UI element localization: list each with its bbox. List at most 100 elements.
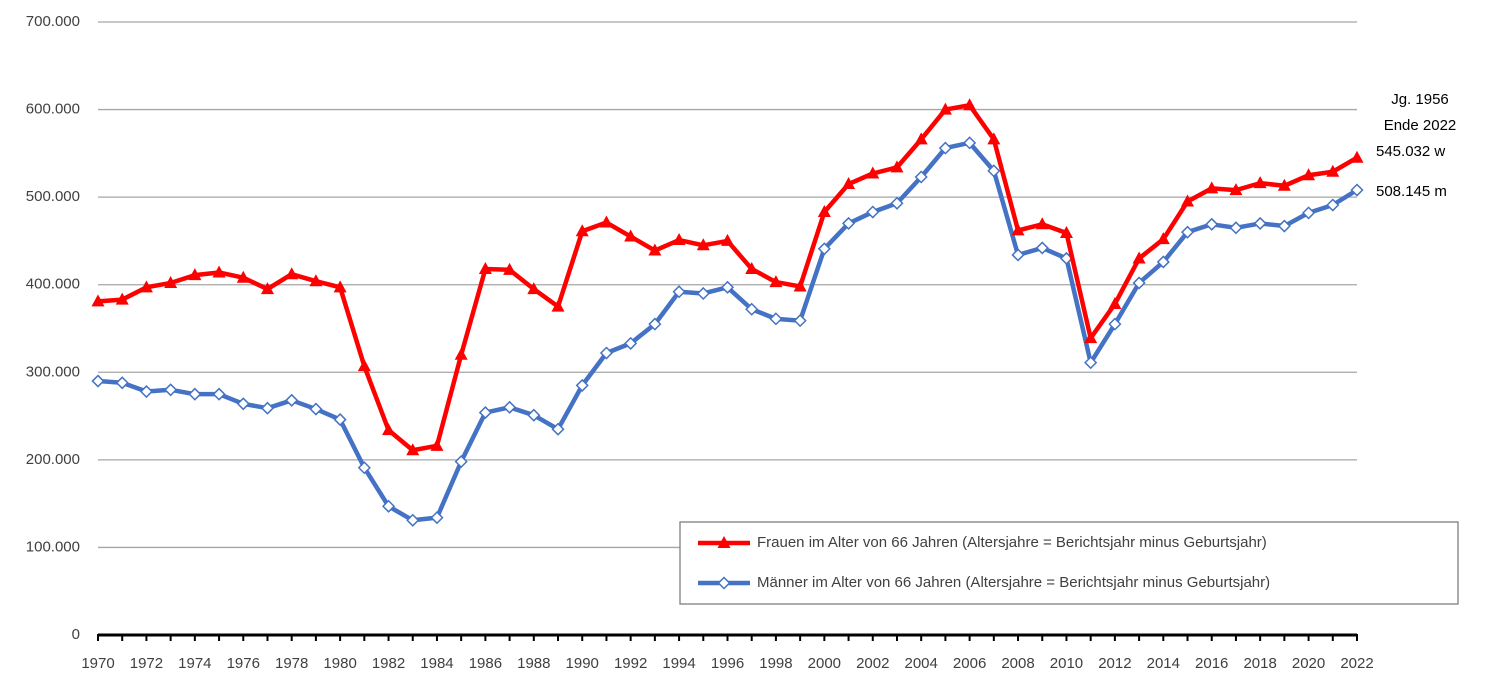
x-tick-label: 2020 bbox=[1292, 655, 1325, 672]
marker bbox=[599, 215, 613, 228]
marker bbox=[599, 346, 614, 360]
marker bbox=[285, 393, 299, 407]
marker bbox=[1253, 176, 1267, 189]
marker bbox=[551, 422, 565, 436]
marker bbox=[769, 275, 783, 288]
marker bbox=[309, 402, 323, 416]
marker bbox=[1277, 178, 1291, 191]
series-line bbox=[97, 140, 1359, 523]
marker bbox=[406, 513, 420, 527]
marker bbox=[1084, 356, 1098, 370]
marker bbox=[866, 166, 880, 179]
marker bbox=[309, 274, 323, 287]
y-tick-label: 500.000 bbox=[26, 188, 80, 205]
marker bbox=[1229, 183, 1243, 196]
x-tick-label: 1988 bbox=[517, 655, 550, 672]
marker bbox=[1326, 164, 1340, 177]
marker bbox=[1156, 255, 1170, 269]
marker bbox=[212, 265, 226, 278]
annotation: Jg. 1956 bbox=[1391, 91, 1449, 108]
marker bbox=[841, 216, 856, 230]
legend-box bbox=[679, 521, 1459, 605]
marker bbox=[890, 196, 904, 210]
marker bbox=[188, 387, 202, 401]
marker bbox=[987, 164, 1001, 178]
marker bbox=[478, 261, 492, 274]
marker bbox=[817, 205, 831, 218]
x-tick-label: 1994 bbox=[662, 655, 695, 672]
marker bbox=[648, 243, 662, 256]
y-tick-label: 300.000 bbox=[26, 363, 80, 380]
marker bbox=[1035, 241, 1049, 255]
marker bbox=[1084, 331, 1098, 344]
marker bbox=[1277, 219, 1291, 233]
legend-label: Männer im Alter von 66 Jahren (Altersjah… bbox=[757, 574, 1270, 591]
marker bbox=[1059, 226, 1073, 239]
marker bbox=[817, 242, 831, 256]
marker bbox=[1035, 217, 1049, 230]
marker bbox=[454, 347, 468, 360]
x-tick-label: 1970 bbox=[81, 655, 114, 672]
marker bbox=[164, 275, 178, 288]
marker bbox=[333, 280, 347, 293]
marker bbox=[527, 408, 541, 422]
marker bbox=[212, 387, 226, 401]
marker bbox=[696, 238, 710, 251]
legend-label: Frauen im Alter von 66 Jahren (Altersjah… bbox=[757, 534, 1267, 551]
x-tick-label: 2012 bbox=[1098, 655, 1131, 672]
marker bbox=[717, 536, 731, 548]
marker bbox=[188, 268, 202, 281]
marker bbox=[260, 282, 274, 295]
marker bbox=[478, 406, 492, 420]
marker bbox=[914, 132, 928, 145]
y-tick-label: 200.000 bbox=[26, 451, 80, 468]
marker bbox=[503, 262, 517, 275]
marker bbox=[1108, 296, 1122, 309]
marker bbox=[672, 285, 686, 299]
marker bbox=[721, 233, 734, 246]
marker bbox=[406, 443, 420, 456]
y-tick-label: 700.000 bbox=[26, 13, 80, 30]
marker bbox=[963, 98, 977, 111]
x-tick-label: 2000 bbox=[808, 655, 841, 672]
x-tick-label: 1984 bbox=[420, 655, 453, 672]
marker bbox=[672, 233, 686, 246]
marker bbox=[430, 511, 444, 525]
marker bbox=[139, 384, 153, 399]
x-tick-label: 2014 bbox=[1147, 655, 1180, 672]
marker bbox=[720, 280, 735, 294]
marker bbox=[842, 177, 856, 190]
marker bbox=[1205, 217, 1219, 231]
marker bbox=[769, 312, 783, 326]
marker bbox=[503, 400, 517, 414]
x-tick-label: 1992 bbox=[614, 655, 647, 672]
marker bbox=[938, 102, 952, 115]
marker bbox=[381, 499, 396, 513]
marker bbox=[1350, 150, 1364, 163]
marker bbox=[1326, 198, 1340, 212]
marker bbox=[745, 261, 759, 274]
marker bbox=[260, 401, 275, 415]
marker bbox=[551, 299, 565, 312]
x-tick-label: 1986 bbox=[469, 655, 502, 672]
x-tick-label: 1996 bbox=[711, 655, 744, 672]
y-tick-label: 0 bbox=[72, 626, 80, 643]
marker bbox=[382, 423, 396, 436]
marker bbox=[430, 438, 444, 451]
marker bbox=[866, 205, 880, 219]
marker bbox=[890, 160, 904, 173]
annotation: 545.032 w bbox=[1376, 143, 1445, 160]
marker bbox=[987, 132, 1001, 145]
marker bbox=[333, 413, 347, 427]
x-tick-label: 2018 bbox=[1243, 655, 1276, 672]
marker bbox=[914, 170, 928, 184]
marker bbox=[164, 383, 178, 397]
marker bbox=[527, 282, 541, 295]
x-tick-label: 2008 bbox=[1001, 655, 1034, 672]
marker bbox=[624, 229, 638, 242]
annotation: 508.145 m bbox=[1376, 183, 1447, 200]
marker bbox=[139, 280, 153, 293]
marker bbox=[115, 376, 129, 390]
marker bbox=[717, 576, 731, 590]
x-tick-label: 1976 bbox=[227, 655, 260, 672]
